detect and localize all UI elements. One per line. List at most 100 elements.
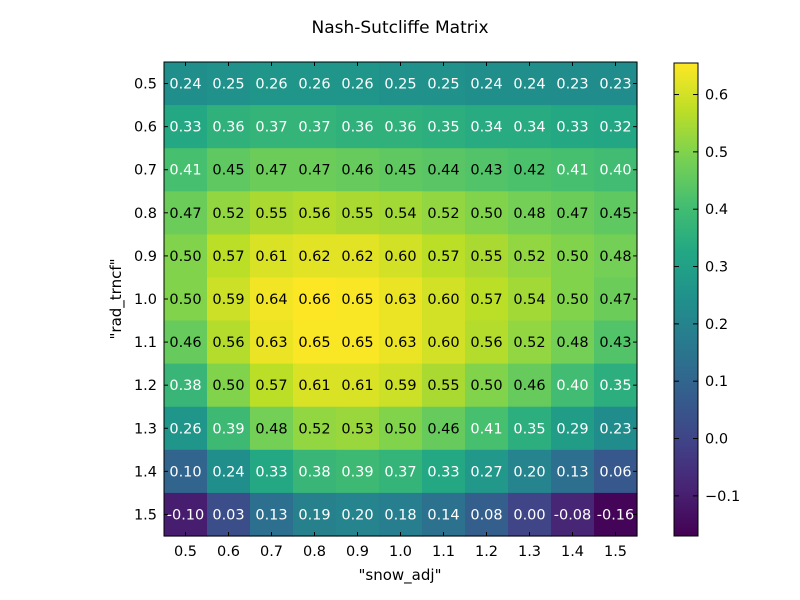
- cell-value-label: 0.34: [513, 120, 545, 136]
- cell-value-label: 0.57: [470, 292, 502, 308]
- cell-value-label: 0.03: [212, 507, 244, 523]
- heatmap-cell: [422, 492, 466, 537]
- cell-value-label: 0.45: [212, 163, 244, 179]
- cell-value-label: 0.54: [384, 206, 416, 222]
- cell-value-label: 0.47: [255, 163, 287, 179]
- heatmap-cell: [336, 148, 380, 192]
- heatmap-cell: [164, 449, 208, 494]
- cell-value-label: 0.24: [513, 77, 545, 93]
- cell-value-label: 0.41: [556, 163, 588, 179]
- cell-value-label: 0.38: [169, 378, 201, 394]
- heatmap-cell: [551, 449, 595, 494]
- y-tick-label: 1.1: [134, 335, 157, 351]
- heatmap-cell: [164, 492, 208, 537]
- cell-value-label: 0.62: [341, 249, 373, 265]
- heatmap-cell: [594, 363, 638, 408]
- heatmap-cell: [594, 277, 638, 322]
- cell-value-label: 0.50: [212, 378, 244, 394]
- heatmap-cell: [250, 406, 294, 451]
- heatmap-cells: [164, 62, 638, 537]
- heatmap-cell-labels: 0.24 0.25 0.26 0.26 0.26 0.25 0.25 0.24 0.24 0.23…: [167, 77, 635, 524]
- x-tick-label: 1.1: [432, 544, 455, 560]
- heatmap-cell: [336, 234, 380, 279]
- heatmap-cell: [164, 105, 208, 149]
- cell-value-label: 0.35: [427, 120, 459, 136]
- heatmap-cell: [164, 406, 208, 451]
- heatmap-cell: [293, 320, 337, 365]
- heatmap-cell: [508, 363, 552, 408]
- cell-value-label: 0.57: [255, 378, 287, 394]
- cell-value-label: -0.16: [597, 507, 635, 523]
- heatmap-cell: [207, 234, 251, 279]
- heatmap-cell: [293, 62, 337, 106]
- cell-value-label: 0.35: [599, 378, 631, 394]
- heatmap-cell: [207, 191, 251, 235]
- heatmap-cell: [422, 277, 466, 322]
- heatmap-cell: [465, 62, 509, 106]
- heatmap-cell: [508, 148, 552, 192]
- heatmap-cell: [336, 277, 380, 322]
- cell-value-label: 0.13: [255, 507, 287, 523]
- cell-value-label: 0.44: [427, 163, 459, 179]
- cell-value-label: 0.26: [341, 77, 373, 93]
- heatmap-cell: [336, 492, 380, 537]
- cell-value-label: 0.23: [599, 77, 631, 93]
- y-axis-label: "rad_trncf": [107, 259, 126, 340]
- heatmap-cell: [551, 105, 595, 149]
- heatmap-cell: [207, 320, 251, 365]
- cell-value-label: 0.50: [470, 206, 502, 222]
- cell-value-label: 0.63: [384, 292, 416, 308]
- heatmap-cell: [422, 449, 466, 494]
- cell-value-label: 0.42: [513, 163, 545, 179]
- cell-value-label: 0.64: [255, 292, 287, 308]
- cell-value-label: 0.20: [513, 464, 545, 480]
- cell-value-label: 0.43: [470, 163, 502, 179]
- cell-value-label: 0.41: [470, 421, 502, 437]
- heatmap-cell: [422, 320, 466, 365]
- heatmap-cell: [293, 277, 337, 322]
- cell-value-label: 0.57: [427, 249, 459, 265]
- cell-value-label: 0.37: [255, 120, 287, 136]
- colorbar-tick-label: −0.1: [705, 489, 740, 505]
- y-tick-label: 0.6: [134, 120, 157, 136]
- cell-value-label: 0.23: [599, 421, 631, 437]
- heatmap-cell: [465, 191, 509, 235]
- cell-value-label: 0.25: [212, 77, 244, 93]
- heatmap-cell: [465, 148, 509, 192]
- heatmap-cell: [508, 191, 552, 235]
- heatmap-cell: [336, 62, 380, 106]
- cell-value-label: 0.50: [169, 292, 201, 308]
- x-tick-label: 0.9: [346, 544, 369, 560]
- cell-value-label: 0.40: [556, 378, 588, 394]
- chart-title: Nash-Sutcliffe Matrix: [311, 18, 488, 38]
- heatmap-cell: [594, 320, 638, 365]
- cell-value-label: 0.60: [427, 335, 459, 351]
- y-tick-label: 1.5: [134, 507, 157, 523]
- cell-value-label: 0.19: [298, 507, 330, 523]
- cell-value-label: -0.08: [554, 507, 592, 523]
- cell-value-label: 0.39: [341, 464, 373, 480]
- heatmap-cell: [379, 62, 423, 106]
- heatmap-cell: [465, 492, 509, 537]
- x-axis-label: "snow_adj": [359, 566, 442, 585]
- cell-value-label: 0.26: [169, 421, 201, 437]
- heatmap-cell: [508, 105, 552, 149]
- cell-value-label: 0.26: [255, 77, 287, 93]
- heatmap-cell: [379, 148, 423, 192]
- heatmap-cell: [551, 406, 595, 451]
- cell-value-label: 0.55: [427, 378, 459, 394]
- cell-value-label: 0.24: [169, 77, 201, 93]
- cell-value-label: 0.60: [427, 292, 459, 308]
- cell-value-label: 0.52: [513, 335, 545, 351]
- heatmap-cell: [422, 234, 466, 279]
- colorbar-tick-label: 0.0: [705, 432, 728, 448]
- cell-value-label: 0.13: [556, 464, 588, 480]
- cell-value-label: 0.23: [556, 77, 588, 93]
- cell-value-label: 0.33: [427, 464, 459, 480]
- heatmap-cell: [422, 406, 466, 451]
- cell-value-label: 0.66: [298, 292, 330, 308]
- heatmap-cell: [207, 492, 251, 537]
- heatmap-cell: [293, 148, 337, 192]
- heatmap-cell: [594, 148, 638, 192]
- heatmap-cell: [508, 62, 552, 106]
